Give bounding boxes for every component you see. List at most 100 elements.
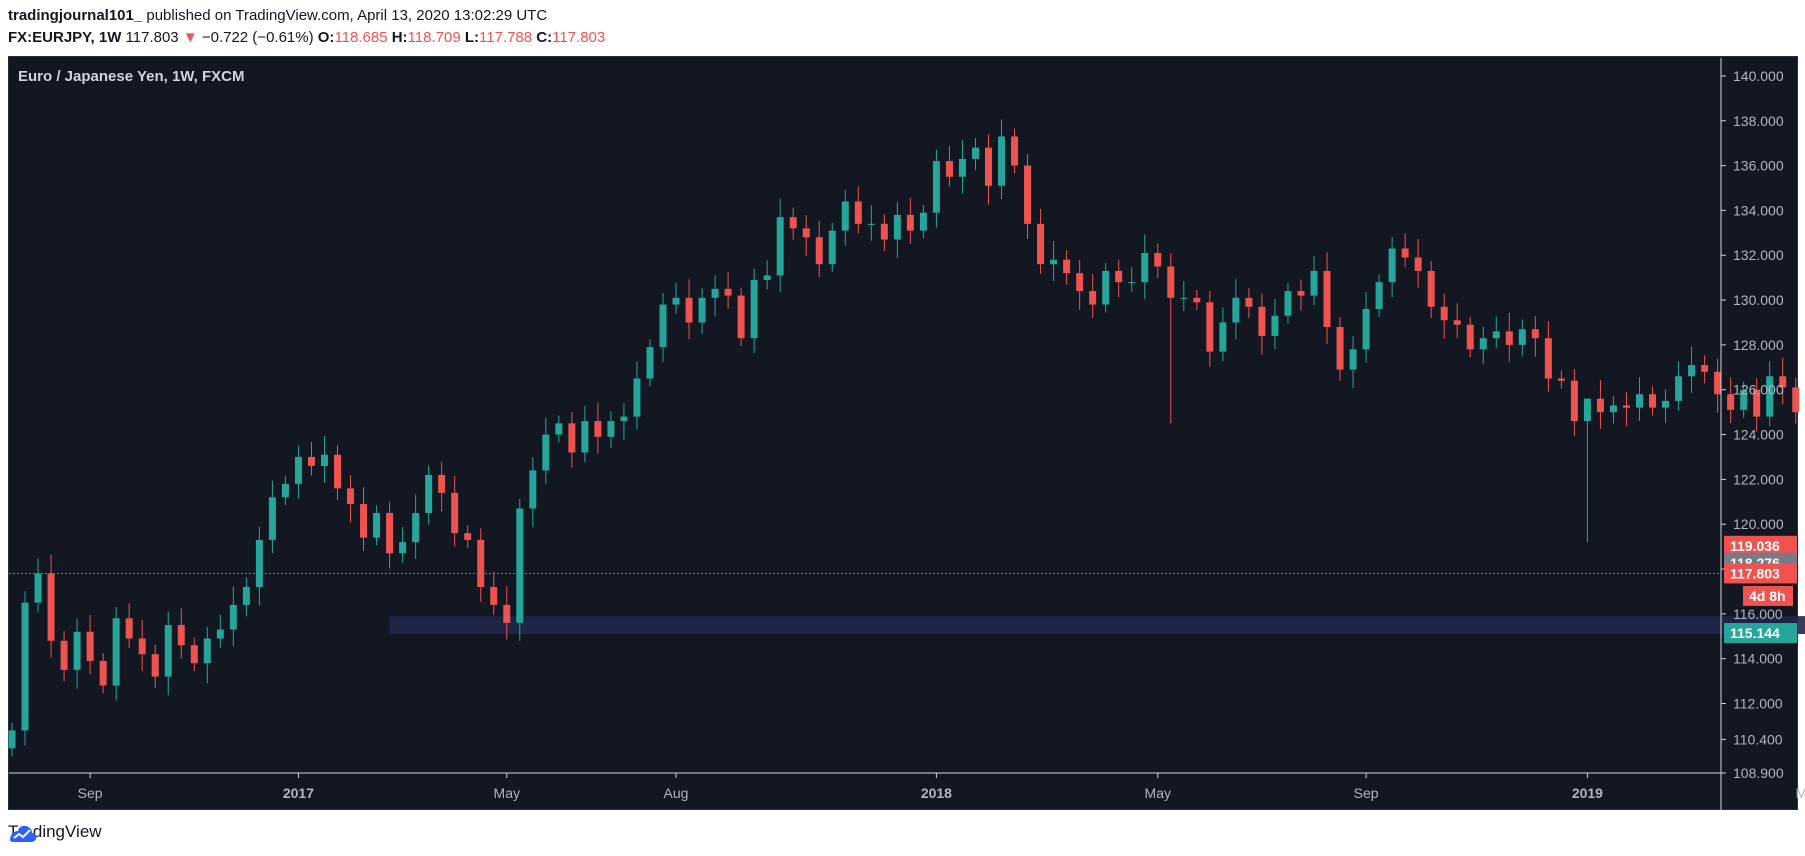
x-tick-label: May bbox=[494, 785, 520, 801]
candle-body bbox=[151, 654, 159, 677]
ticker-info: FX:EURJPY, 1W 117.803 ▼ −0.722 (−0.61%) … bbox=[8, 28, 605, 48]
candle-body bbox=[985, 147, 992, 186]
y-tick-label: 120.000 bbox=[1733, 516, 1784, 532]
low-value: 117.788 bbox=[479, 29, 533, 46]
candle-body bbox=[750, 279, 758, 339]
candle-body bbox=[685, 297, 693, 323]
candle-body bbox=[477, 539, 485, 587]
candle-body bbox=[1675, 376, 1683, 401]
x-tick-label: Aug bbox=[664, 785, 689, 801]
candle-body bbox=[620, 416, 628, 422]
candle-body bbox=[672, 297, 680, 305]
candle-body bbox=[659, 304, 667, 348]
candle-body bbox=[841, 201, 849, 231]
candle-body bbox=[1557, 378, 1565, 381]
candle-body bbox=[1766, 376, 1774, 417]
candle-body bbox=[490, 586, 498, 605]
open-value: 118.685 bbox=[334, 29, 388, 46]
candle-body bbox=[99, 660, 107, 686]
candle-body bbox=[1076, 273, 1084, 292]
candle-body bbox=[1310, 270, 1318, 296]
candle-body bbox=[138, 638, 146, 655]
candle-body bbox=[21, 602, 29, 731]
candle-body bbox=[1167, 266, 1175, 298]
candle-body bbox=[399, 542, 407, 554]
candle-body bbox=[1232, 297, 1240, 323]
candle-body bbox=[737, 295, 745, 339]
publish-text: published on TradingView.com, April 13, … bbox=[142, 7, 548, 24]
price-label: 119.036 bbox=[1730, 538, 1780, 554]
x-tick-label: 2019 bbox=[1572, 785, 1603, 801]
candle-body bbox=[555, 423, 563, 435]
candle-body bbox=[386, 513, 394, 554]
y-tick-label: 110.400 bbox=[1733, 731, 1783, 747]
price-label-box bbox=[1724, 535, 1797, 556]
candle-body bbox=[242, 586, 250, 605]
candle-body bbox=[958, 158, 966, 177]
candle-body bbox=[906, 214, 914, 231]
candle-body bbox=[1336, 326, 1344, 370]
candle-body bbox=[268, 497, 276, 540]
candle-body bbox=[1583, 398, 1591, 422]
candle-body bbox=[1219, 322, 1227, 352]
y-tick-label: 122.000 bbox=[1733, 471, 1784, 487]
y-tick-label: 112.000 bbox=[1733, 696, 1783, 712]
ticker-symbol: FX:EURJPY, 1W bbox=[8, 29, 122, 46]
candle-body bbox=[1154, 253, 1162, 267]
candle-body bbox=[1271, 315, 1279, 336]
y-tick-label: 108.900 bbox=[1733, 765, 1784, 781]
candle-body bbox=[1649, 394, 1657, 408]
candle-body bbox=[203, 638, 211, 664]
candle-body bbox=[438, 474, 446, 493]
candle-body bbox=[529, 470, 537, 509]
candle-body bbox=[789, 217, 797, 229]
y-tick-label: 124.000 bbox=[1733, 427, 1784, 443]
candle-body bbox=[594, 421, 602, 437]
chart-title: Euro / Japanese Yen, 1W, FXCM bbox=[18, 68, 245, 85]
x-tick-label: Sep bbox=[78, 785, 103, 801]
candle-body bbox=[1636, 394, 1643, 408]
candle-body bbox=[255, 539, 263, 587]
author-name[interactable]: tradingjournal101_ bbox=[8, 7, 143, 24]
candle-body bbox=[1622, 405, 1630, 408]
candle-body bbox=[281, 483, 289, 498]
candle-body bbox=[190, 645, 198, 664]
candle-body bbox=[1688, 365, 1696, 377]
candle-body bbox=[60, 640, 68, 670]
footer-brand[interactable]: TradingView bbox=[8, 822, 102, 842]
candle-body bbox=[294, 456, 302, 484]
high-label: H: bbox=[391, 29, 408, 46]
candle-body bbox=[112, 618, 120, 686]
candle-body bbox=[1727, 394, 1735, 410]
candle-body bbox=[1115, 270, 1123, 283]
candle-body bbox=[607, 421, 615, 437]
candle-body bbox=[229, 604, 237, 630]
candle-body bbox=[1531, 329, 1539, 339]
candle-body bbox=[646, 347, 654, 379]
high-value: 118.709 bbox=[407, 29, 461, 46]
y-tick-label: 140.000 bbox=[1733, 68, 1784, 84]
candle-body bbox=[1284, 291, 1292, 316]
chart-panel[interactable] bbox=[8, 56, 1798, 810]
candle-body bbox=[1701, 365, 1709, 372]
open-label: O: bbox=[317, 29, 335, 46]
candle-body bbox=[1089, 291, 1097, 305]
candle-body bbox=[1297, 291, 1305, 296]
candle-body bbox=[1505, 331, 1513, 345]
candle-body bbox=[1388, 248, 1396, 283]
candle-body bbox=[1128, 282, 1136, 284]
candle-body bbox=[503, 604, 511, 623]
candle-body bbox=[568, 423, 576, 453]
price-label-box bbox=[1724, 563, 1797, 584]
candle-body bbox=[1362, 309, 1370, 350]
candle-body bbox=[360, 504, 368, 538]
candle-body bbox=[1206, 302, 1214, 352]
candle-body bbox=[1180, 297, 1188, 299]
candle-body bbox=[998, 136, 1006, 186]
x-tick-label: 2018 bbox=[921, 785, 952, 801]
candle-body bbox=[1349, 349, 1357, 370]
tradingview-logo-icon bbox=[10, 825, 37, 842]
candle-body bbox=[47, 573, 55, 641]
candle-body bbox=[412, 513, 420, 543]
